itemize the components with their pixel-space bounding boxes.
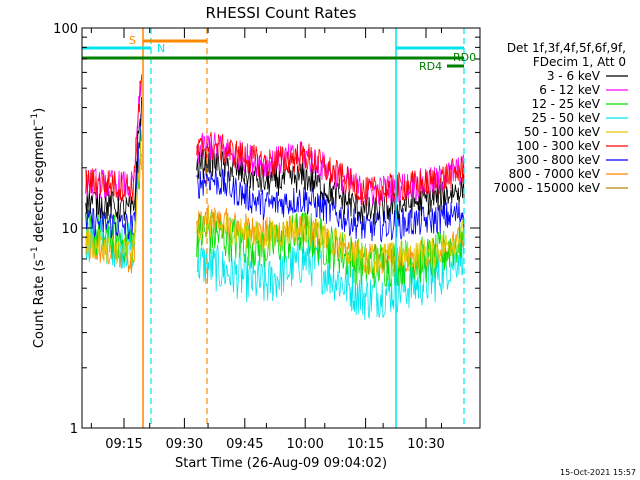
legend-label: 25 - 50 keV [532, 111, 601, 125]
x-tick-label: 10:30 [407, 437, 444, 452]
legend-label: 800 - 7000 keV [509, 167, 601, 181]
y-axis-label-rest: detector segment [32, 126, 47, 246]
y-axis-label-sup: −1 [30, 246, 40, 259]
series-line-pre [85, 140, 142, 265]
legend-label: 7000 - 15000 keV [493, 181, 600, 195]
annotation-rd4: RD4 [419, 60, 442, 73]
legend-label: 3 - 6 keV [547, 69, 601, 83]
y-tick-label: 100 [53, 22, 78, 37]
y-axis: 1 10 100 [53, 22, 480, 437]
series-line-pre [85, 113, 142, 240]
y-tick-label: 1 [70, 422, 78, 437]
footer-timestamp: 15-Oct-2021 15:57 [560, 468, 636, 477]
legend-label: 300 - 800 keV [516, 153, 600, 167]
x-tick-label: 10:15 [347, 437, 384, 452]
series-line-pre [85, 74, 142, 201]
series-line-post [196, 131, 465, 207]
series-layer [85, 74, 465, 320]
x-tick-label: 09:45 [226, 437, 263, 452]
x-tick-label: 09:15 [105, 437, 142, 452]
y-axis-label-main: Count Rate (s [32, 259, 47, 348]
legend-label: 50 - 100 keV [524, 125, 601, 139]
annotation-s: S [129, 34, 136, 47]
series-line-post [196, 208, 465, 275]
y-axis-label-sup2: −1 [30, 113, 40, 126]
series-line-post [196, 168, 465, 244]
y-axis-label-end: ) [32, 108, 47, 113]
legend-header-line-2: FDecim 1, Att 0 [533, 55, 626, 69]
x-axis: 09:15 09:30 09:45 10:00 10:15 10:30 [90, 28, 445, 452]
x-tick-label: 10:00 [286, 437, 323, 452]
annotation-n: N [157, 42, 165, 55]
y-axis-label: Count Rate (s−1 detector segment−1) [30, 108, 47, 348]
series-line-pre [85, 77, 142, 202]
annotation-rd0: RD0 [453, 51, 476, 64]
chart-title: RHESSI Count Rates [206, 4, 357, 22]
x-tick-label: 09:30 [166, 437, 203, 452]
legend-header-line-1: Det 1f,3f,4f,5f,6f,9f, [507, 41, 626, 55]
legend-label: 6 - 12 keV [539, 83, 601, 97]
x-axis-label: Start Time (26-Aug-09 09:04:02) [175, 456, 387, 471]
legend-label: 100 - 300 keV [516, 139, 600, 153]
legend: Det 1f,3f,4f,5f,6f,9f, FDecim 1, Att 0 3… [493, 41, 628, 195]
marker-layer: S N RD0 RD4 [82, 28, 476, 428]
series-line-post [196, 144, 465, 225]
legend-label: 12 - 25 keV [532, 97, 601, 111]
y-tick-label: 10 [61, 222, 78, 237]
